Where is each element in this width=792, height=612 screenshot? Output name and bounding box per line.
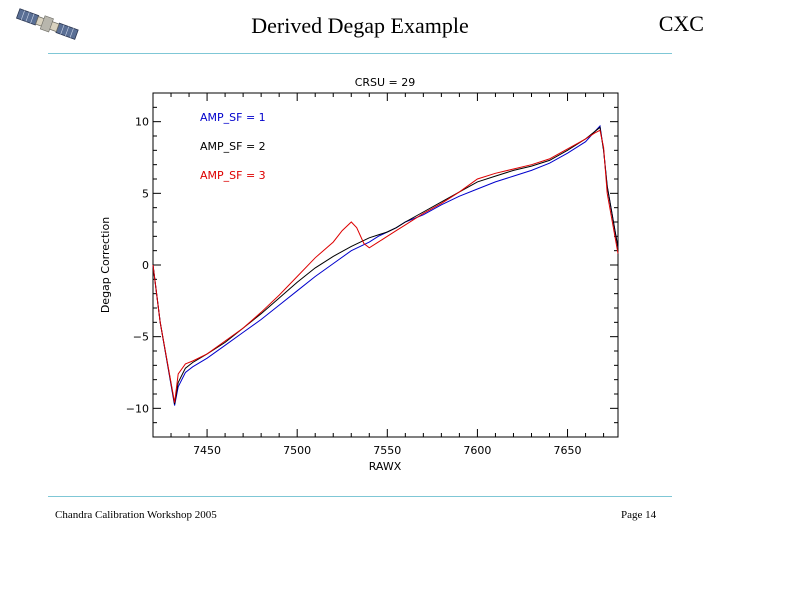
footer-workshop: Chandra Calibration Workshop 2005 — [55, 509, 217, 521]
y-tick-label: 10 — [135, 116, 149, 129]
series-line-1 — [152, 124, 619, 406]
slide-title: Derived Degap Example — [251, 13, 469, 38]
legend-entry-1: AMP_SF = 1 — [200, 111, 266, 124]
legend-entry-2: AMP_SF = 2 — [200, 140, 266, 153]
y-tick-label: 5 — [142, 187, 149, 200]
x-tick-label: 7550 — [373, 444, 401, 457]
footer-divider — [48, 496, 672, 497]
y-axis-label: Degap Correction — [99, 217, 112, 313]
footer-page-number: Page 14 — [621, 509, 657, 521]
y-tick-label: 0 — [142, 259, 149, 272]
x-tick-label: 7650 — [554, 444, 582, 457]
x-tick-label: 7500 — [283, 444, 311, 457]
x-tick-label: 7600 — [463, 444, 491, 457]
chart-title: CRSU = 29 — [355, 76, 416, 89]
satellite-icon — [15, 8, 79, 40]
y-tick-label: −10 — [126, 402, 149, 415]
y-tick-label: −5 — [133, 331, 149, 344]
org-label: CXC — [658, 11, 704, 36]
series-line-3 — [152, 129, 619, 403]
legend-entry-3: AMP_SF = 3 — [200, 169, 266, 182]
x-axis-label: RAWX — [369, 460, 402, 473]
x-tick-label: 7450 — [193, 444, 221, 457]
header-divider — [48, 53, 672, 54]
